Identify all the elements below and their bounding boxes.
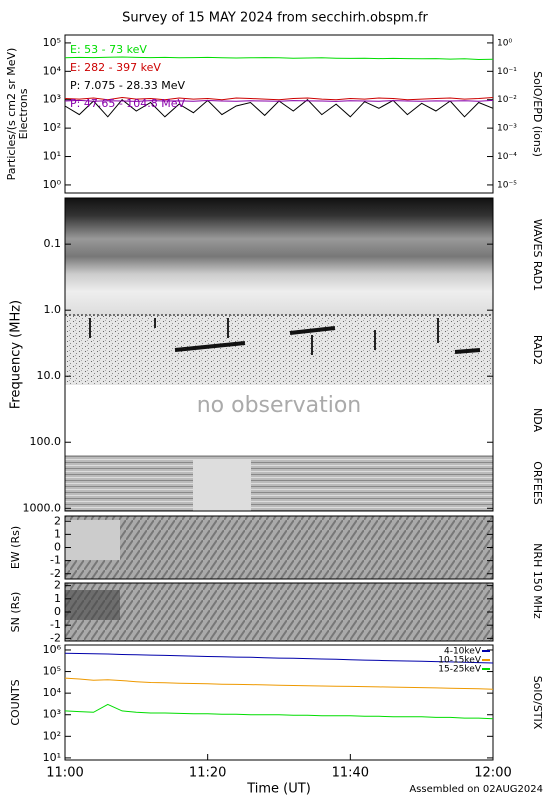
series-line [64, 96, 494, 101]
y-tick-label: -1 [50, 554, 61, 567]
annotation: no observation [197, 393, 362, 418]
y-tick-label: 10³ [43, 708, 61, 721]
y-tick-label: 0 [54, 541, 61, 554]
y2-tick-label: 10⁻⁵ [497, 180, 517, 190]
plot-frame [64, 197, 494, 512]
y-tick-label: 0.1 [44, 237, 62, 250]
y-tick-label: -2 [50, 567, 61, 580]
legend-label: 4-10keV [444, 647, 482, 657]
y-tick-label: -1 [50, 618, 61, 631]
y-tick-label: -2 [50, 631, 61, 644]
legend-label: E: 282 - 397 keV [70, 61, 161, 74]
panel-label: NDA [531, 408, 544, 433]
y2-tick-label: 10⁻⁴ [497, 152, 517, 162]
y-tick-label: 100.0 [30, 435, 62, 448]
panel-label: WAVES RAD1 [531, 219, 544, 291]
y-axis-label: SN (Rs) [9, 592, 22, 633]
series-line [64, 652, 494, 664]
legend-label: 10-15keV [438, 656, 482, 666]
y-tick-label: 2 [54, 579, 61, 592]
series-line [64, 703, 494, 720]
y-tick-label: 10³ [43, 93, 61, 106]
y-axis-label: EW (Rs) [9, 526, 22, 569]
x-tick-label: 11:00 [46, 766, 83, 781]
y-tick-label: 1000.0 [23, 501, 62, 514]
y-axis-label: Particles/(s cm2 sr MeV) [5, 48, 18, 181]
y-axis-label: COUNTS [9, 679, 22, 725]
y-tick-label: 2 [54, 514, 61, 527]
plot-frame [64, 644, 494, 761]
x-axis-label: Time (UT) [246, 782, 311, 797]
y-tick-label: 1 [54, 527, 61, 540]
y-tick-label: 10² [43, 121, 61, 134]
y2-tick-label: 10⁻¹ [497, 67, 517, 77]
y-tick-label: 10⁶ [43, 643, 62, 656]
legend-label: E: 53 - 73 keV [70, 43, 147, 56]
right-label: SolO/STIX [531, 676, 544, 730]
y-tick-label: 10.0 [37, 369, 62, 382]
spectrogram-image [65, 198, 493, 511]
y-tick-label: 10⁵ [43, 665, 61, 678]
x-tick-label: 12:00 [474, 766, 511, 781]
title: Survey of 15 MAY 2024 from secchirh.obsp… [122, 11, 428, 26]
y2-tick-label: 10⁻² [497, 95, 517, 105]
y-tick-label: 10⁴ [43, 64, 62, 77]
series-line [64, 56, 494, 61]
y2-tick-label: 10⁰ [497, 38, 512, 48]
y-tick-label: 10⁰ [43, 178, 62, 191]
y-tick-label: 10⁴ [43, 686, 62, 699]
y-tick-label: 0 [54, 605, 61, 618]
y-tick-label: 10¹ [43, 150, 61, 163]
x-tick-label: 11:20 [189, 766, 226, 781]
x-tick-label: 11:40 [332, 766, 369, 781]
y-axis-label: Electrons [17, 88, 30, 139]
right-label: NRH 150 MHz [531, 543, 544, 619]
panel-label: ORFEES [531, 461, 544, 505]
series-line [64, 99, 494, 102]
y-tick-label: 10⁵ [43, 36, 61, 49]
legend-label: P: 7.075 - 28.33 MeV [70, 79, 186, 92]
y-tick-label: 1.0 [44, 303, 62, 316]
y-tick-label: 1 [54, 592, 61, 605]
legend-label: P: 47.65 - 104.8 MeV [70, 97, 186, 110]
series-line [64, 677, 494, 690]
right-label: SolO/EPD (ions) [531, 71, 544, 157]
legend-label: 15-25keV [438, 665, 482, 675]
y2-tick-label: 10⁻³ [497, 124, 517, 134]
y-tick-label: 10¹ [43, 751, 61, 764]
panel-label: RAD2 [531, 335, 544, 365]
plot-frame [64, 34, 494, 194]
note: Assembled on 02AUG2024 [409, 784, 543, 795]
y-tick-label: 10² [43, 729, 61, 742]
y-axis-label: Frequency (MHz) [9, 300, 24, 409]
nrh-image [65, 516, 493, 641]
